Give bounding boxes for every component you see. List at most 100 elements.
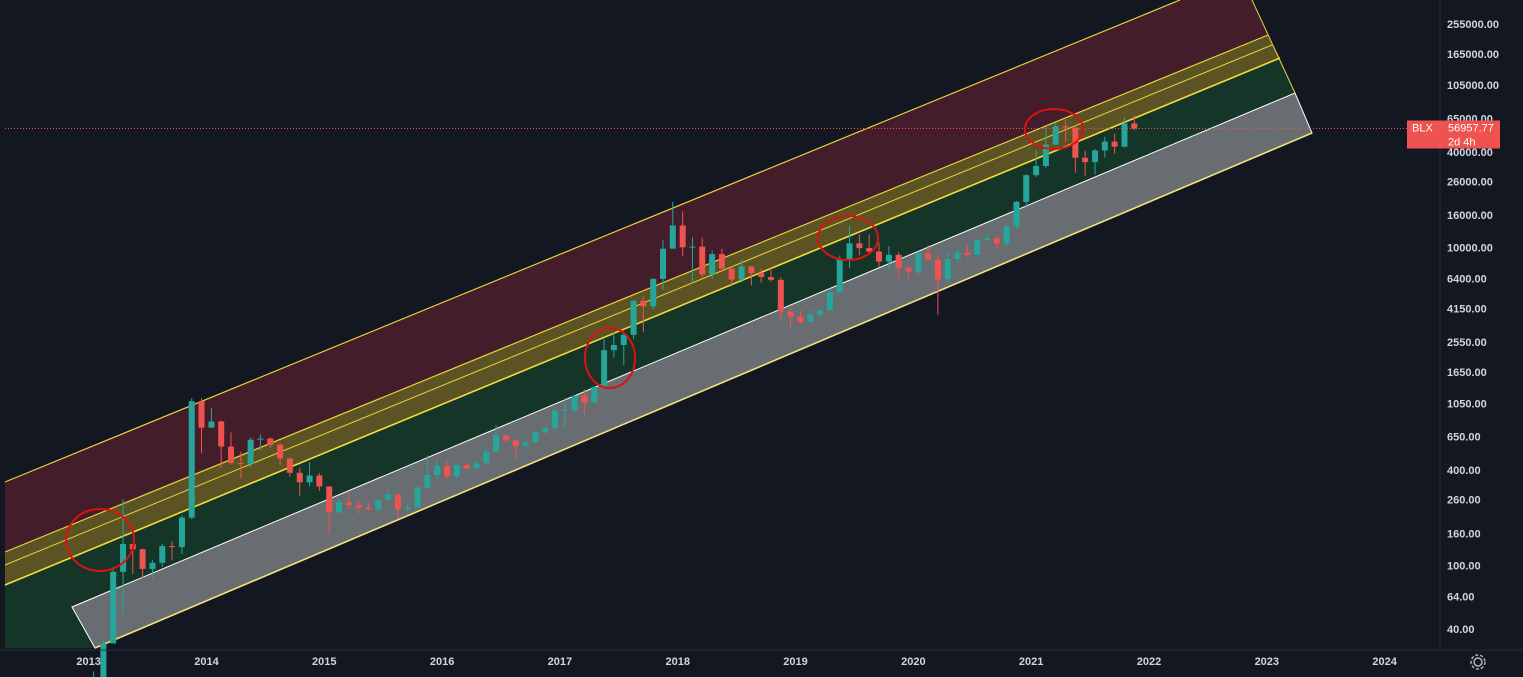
candle-body xyxy=(689,246,696,248)
x-tick-label: 2016 xyxy=(430,656,454,668)
candle-body xyxy=(139,549,146,569)
y-tick-label: 40000.00 xyxy=(1447,147,1493,159)
candle-body xyxy=(277,444,284,459)
candle-body xyxy=(797,316,804,323)
y-tick-label: 650.00 xyxy=(1447,431,1481,443)
candle-body xyxy=(1003,226,1010,244)
y-tick-label: 400.00 xyxy=(1447,465,1481,477)
candle-body xyxy=(463,464,470,469)
candle-body xyxy=(257,438,264,440)
candle-body xyxy=(542,428,549,433)
candle-body xyxy=(925,253,932,260)
candle-body xyxy=(571,395,578,410)
gear[interactable] xyxy=(1473,657,1483,667)
highlight-circle xyxy=(817,215,879,261)
candle-body xyxy=(522,442,529,447)
candle-body xyxy=(768,277,775,280)
candle-body xyxy=(728,268,735,280)
candle-body xyxy=(650,278,657,307)
candle-body xyxy=(414,487,421,508)
candle-body xyxy=(620,334,627,346)
candle-body xyxy=(561,409,568,411)
candle-body xyxy=(718,254,725,269)
gear-teeth[interactable] xyxy=(1470,654,1486,670)
candle-body xyxy=(846,243,853,260)
candle-body xyxy=(699,246,706,275)
candle-body xyxy=(483,451,490,464)
candle-body xyxy=(856,243,863,249)
candle-body xyxy=(1082,157,1089,163)
candle-body xyxy=(326,486,333,513)
candle-body xyxy=(473,463,480,469)
candle-body xyxy=(983,238,990,240)
price-tag-box xyxy=(1407,120,1500,149)
y-tick-label: 260.00 xyxy=(1447,495,1481,507)
candle-body xyxy=(679,225,686,248)
candle-body xyxy=(1052,126,1059,145)
candle-body xyxy=(237,462,244,464)
y-tick-label: 64.00 xyxy=(1447,592,1475,604)
candle-body xyxy=(404,507,411,510)
candle-body xyxy=(601,350,608,388)
candle-body xyxy=(424,474,431,488)
x-tick-label: 2014 xyxy=(194,656,219,668)
price-tag: BLX 56957.77 2d 4h xyxy=(1407,120,1500,149)
candle-body xyxy=(993,238,1000,244)
candle-body xyxy=(1033,166,1040,176)
x-tick-label: 2020 xyxy=(901,656,925,668)
annotations xyxy=(65,108,1084,572)
candle-body xyxy=(1062,126,1069,128)
y-tick-label: 40.00 xyxy=(1447,624,1475,636)
x-tick-label: 2022 xyxy=(1137,656,1161,668)
candle-body xyxy=(777,279,784,312)
candle-body xyxy=(149,562,156,569)
candle-body xyxy=(336,502,343,513)
candle-body xyxy=(660,248,667,279)
candle-body xyxy=(915,253,922,272)
candle-body xyxy=(934,259,941,280)
candle-body xyxy=(1111,141,1118,147)
candle-body xyxy=(453,464,460,477)
y-tick-label: 160.00 xyxy=(1447,528,1481,540)
candle-body xyxy=(296,472,303,483)
candle-body xyxy=(669,225,676,249)
price-tag-value: 56957.77 xyxy=(1448,122,1494,134)
price-tag-countdown: 2d 4h xyxy=(1448,136,1476,148)
candle-body xyxy=(1042,144,1049,167)
candle-body xyxy=(581,395,588,403)
candle-body xyxy=(748,266,755,274)
candle-body xyxy=(787,311,794,317)
y-tick-label: 100.00 xyxy=(1447,561,1481,573)
y-tick-label: 105000.00 xyxy=(1447,80,1499,92)
settings-icon[interactable] xyxy=(1470,654,1486,670)
x-tick-label: 2024 xyxy=(1372,656,1397,668)
candle-body xyxy=(247,439,254,464)
candle-body xyxy=(502,435,509,441)
candle-body xyxy=(758,273,765,278)
candle-body xyxy=(974,239,981,255)
highlight-circle xyxy=(65,508,135,572)
candle-body xyxy=(817,310,824,315)
y-tick-label: 26000.00 xyxy=(1447,177,1493,189)
candle-body xyxy=(709,254,716,275)
candle-body xyxy=(875,251,882,262)
y-tick-label: 6400.00 xyxy=(1447,273,1487,285)
candle-body xyxy=(434,466,441,475)
candle-body xyxy=(365,507,372,510)
candle-body xyxy=(198,401,205,428)
y-tick-label: 165000.00 xyxy=(1447,49,1499,61)
candle-body xyxy=(807,314,814,323)
candle-body xyxy=(355,504,362,508)
price-tag-symbol: BLX xyxy=(1412,122,1433,134)
candle-body xyxy=(944,258,951,280)
candle-body xyxy=(208,421,215,428)
candle-body xyxy=(610,345,617,351)
candle-body xyxy=(512,440,519,447)
candle-body xyxy=(591,387,598,403)
channel-line xyxy=(94,132,1313,649)
axes: 2013 2014 2015 2016 2017 2018 2019 2020 2021 2022… xyxy=(76,19,1499,668)
candle-body xyxy=(826,292,833,311)
candle-body xyxy=(188,401,195,518)
candle-body xyxy=(286,458,293,473)
x-tick-label: 2018 xyxy=(665,656,689,668)
